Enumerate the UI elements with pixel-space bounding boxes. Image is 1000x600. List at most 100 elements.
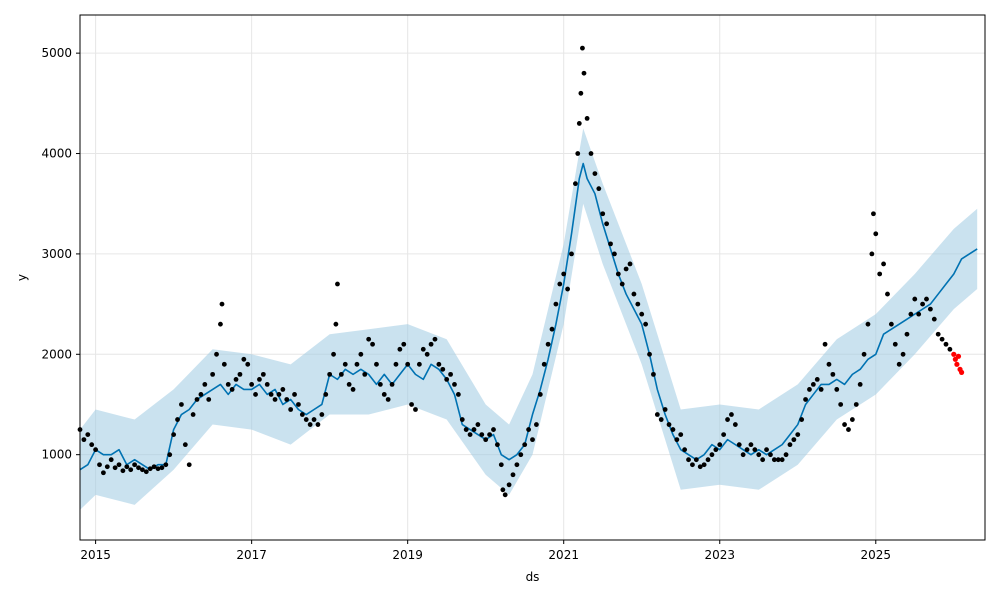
- observed-point: [596, 186, 602, 192]
- observed-point: [752, 447, 758, 453]
- observed-point: [385, 397, 391, 402]
- observed-point: [725, 417, 730, 422]
- y-axis-ticks: 1000 2000 3000 4000 5000: [41, 46, 80, 462]
- observed-point: [333, 321, 339, 327]
- observed-point: [241, 356, 247, 362]
- observed-point: [374, 361, 379, 367]
- observed-point: [818, 387, 824, 392]
- observed-point: [592, 171, 598, 177]
- observed-point: [686, 457, 691, 463]
- observed-point: [545, 341, 551, 347]
- observed-point: [744, 447, 750, 453]
- observed-point: [514, 462, 520, 468]
- observed-point: [748, 442, 754, 448]
- observed-point: [578, 90, 584, 96]
- observed-point: [553, 301, 559, 307]
- observed-point: [631, 291, 637, 297]
- observed-point: [389, 382, 395, 387]
- highlight-point: [958, 369, 965, 375]
- observed-point: [299, 412, 305, 417]
- grid: [80, 15, 985, 540]
- observed-point: [440, 366, 446, 372]
- observed-point: [807, 387, 812, 392]
- observed-point: [233, 376, 239, 382]
- observed-point: [670, 427, 676, 432]
- observed-point: [159, 465, 165, 471]
- observed-point: [479, 432, 485, 437]
- observed-point: [830, 371, 836, 377]
- observed-point: [908, 311, 914, 317]
- observed-point: [370, 341, 375, 347]
- observed-point: [713, 447, 719, 453]
- observed-point: [284, 397, 290, 402]
- observed-point: [522, 442, 528, 448]
- observed-point: [179, 402, 184, 407]
- observed-point: [498, 462, 504, 468]
- observed-point: [323, 392, 329, 397]
- observed-point: [89, 442, 95, 448]
- observed-point: [869, 251, 875, 257]
- observed-point: [701, 462, 707, 468]
- observed-point: [132, 462, 138, 468]
- observed-point: [791, 437, 797, 443]
- observed-point: [530, 437, 535, 443]
- observed-point: [401, 341, 407, 347]
- observed-point: [319, 412, 325, 417]
- observed-point: [463, 427, 469, 432]
- observed-point: [717, 442, 723, 448]
- observed-point: [491, 427, 496, 432]
- observed-point: [834, 387, 840, 392]
- observed-point: [276, 392, 282, 397]
- observed-point: [604, 221, 610, 227]
- observed-point: [452, 382, 457, 387]
- observed-point: [877, 271, 883, 277]
- highlight-point: [951, 351, 957, 357]
- highlight-points: [951, 351, 965, 375]
- observed-point: [760, 457, 766, 463]
- observed-point: [838, 402, 844, 407]
- observed-point: [104, 464, 110, 470]
- observed-point: [510, 472, 516, 478]
- observed-point: [331, 351, 336, 357]
- observed-point: [416, 361, 422, 367]
- x-tick-label: 2021: [548, 548, 579, 562]
- observed-point: [448, 371, 453, 377]
- observed-point: [927, 306, 933, 312]
- observed-point: [444, 376, 450, 382]
- observed-point: [931, 316, 937, 322]
- observed-point: [873, 231, 879, 237]
- observed-point: [108, 457, 114, 463]
- observed-point: [573, 181, 578, 187]
- observed-point: [280, 387, 286, 392]
- observed-point: [580, 45, 585, 51]
- observed-point: [198, 392, 204, 397]
- observed-point: [81, 437, 87, 443]
- observed-point: [810, 382, 816, 387]
- observed-point: [272, 397, 278, 402]
- observed-point: [455, 392, 461, 397]
- highlight-point: [955, 353, 962, 359]
- observed-point: [557, 281, 563, 287]
- observed-point: [709, 452, 715, 458]
- observed-point: [935, 331, 941, 337]
- observed-point: [249, 382, 255, 387]
- observed-point: [799, 417, 805, 422]
- observed-point: [697, 464, 703, 470]
- observed-point: [584, 115, 590, 121]
- observed-point: [647, 351, 652, 357]
- observed-point: [405, 361, 411, 367]
- observed-point: [362, 371, 368, 377]
- observed-point: [307, 422, 313, 427]
- observed-point: [612, 251, 617, 257]
- observed-point: [436, 361, 442, 367]
- observed-point: [253, 392, 258, 397]
- observed-point: [575, 151, 581, 156]
- observed-point: [885, 291, 890, 297]
- observed-point: [779, 457, 785, 463]
- observed-point: [721, 432, 727, 437]
- observed-point: [214, 351, 219, 357]
- observed-point: [143, 469, 149, 475]
- observed-point: [690, 462, 695, 468]
- observed-point: [537, 392, 543, 397]
- observed-point: [155, 466, 161, 472]
